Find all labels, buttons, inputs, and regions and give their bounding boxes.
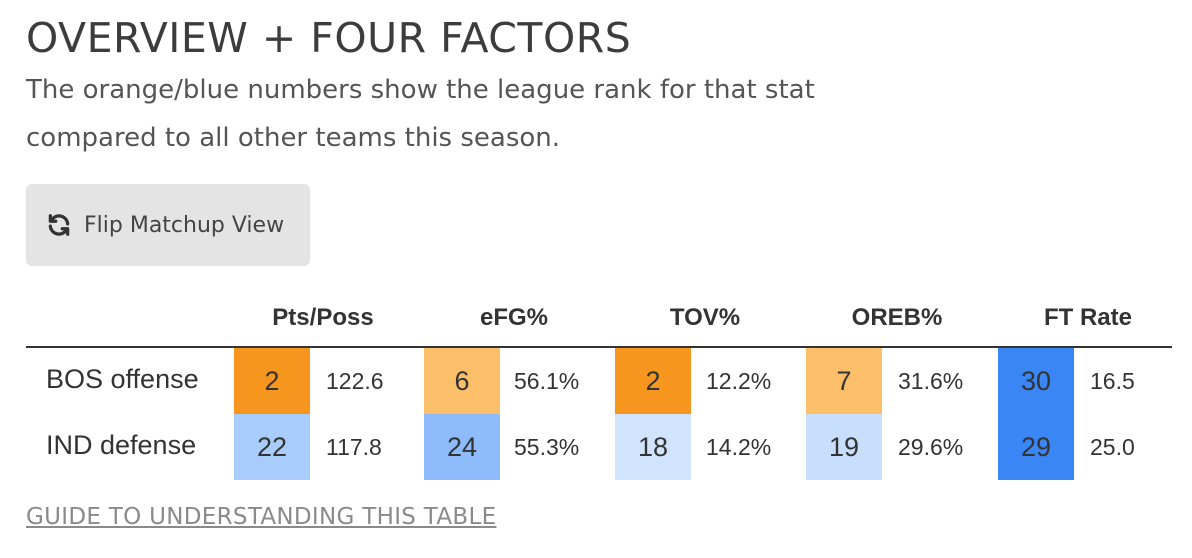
value-cell: 25.0: [1090, 433, 1135, 460]
value-cell: 12.2%: [706, 367, 772, 394]
table-row: IND defense 22 117.8 24 55.3% 18 14.2% 1…: [26, 414, 1172, 480]
rank-cell: 6: [424, 348, 500, 414]
column-header-efg: eFG%: [479, 304, 548, 331]
rank-cell: 2: [615, 348, 691, 414]
value-cell: 31.6%: [898, 367, 964, 394]
rank-cell: 18: [615, 414, 691, 480]
rank-cell: 19: [806, 414, 882, 480]
rank-cell: 30: [998, 348, 1074, 414]
rank-cell: 7: [806, 348, 882, 414]
value-cell: 16.5: [1090, 367, 1135, 394]
refresh-icon: [46, 212, 72, 238]
overview-panel: OVERVIEW + FOUR FACTORS The orange/blue …: [26, 12, 1172, 530]
table-header: Pts/Poss eFG% TOV% OREB% FT Rate: [26, 294, 1172, 348]
guide-link[interactable]: GUIDE TO UNDERSTANDING THIS TABLE: [26, 504, 497, 530]
row-label-ind-defense: IND defense: [46, 430, 197, 460]
value-cell: 29.6%: [898, 433, 964, 460]
row-label-bos-offense: BOS offense: [46, 364, 199, 394]
rank-cell: 22: [234, 414, 310, 480]
flip-matchup-button[interactable]: Flip Matchup View: [26, 184, 310, 266]
page-title: OVERVIEW + FOUR FACTORS: [26, 14, 632, 62]
column-header-pts-poss: Pts/Poss: [272, 304, 374, 331]
flip-matchup-label: Flip Matchup View: [84, 212, 285, 238]
column-header-ft-rate: FT Rate: [1043, 304, 1132, 331]
value-cell: 14.2%: [706, 433, 772, 460]
value-cell: 122.6: [326, 367, 384, 394]
rank-cell: 2: [234, 348, 310, 414]
rank-cell: 24: [424, 414, 500, 480]
rank-cell: 29: [998, 414, 1074, 480]
four-factors-table: Pts/Poss eFG% TOV% OREB% FT Rate BOS off…: [26, 294, 1172, 480]
page-subtitle: The orange/blue numbers show the league …: [26, 75, 815, 153]
column-header-oreb: OREB%: [851, 304, 943, 331]
column-header-tov: TOV%: [669, 304, 741, 331]
table-row: BOS offense 2 122.6 6 56.1% 2 12.2% 7 31…: [26, 348, 1172, 414]
value-cell: 55.3%: [514, 433, 580, 460]
value-cell: 56.1%: [514, 367, 580, 394]
value-cell: 117.8: [326, 433, 382, 460]
